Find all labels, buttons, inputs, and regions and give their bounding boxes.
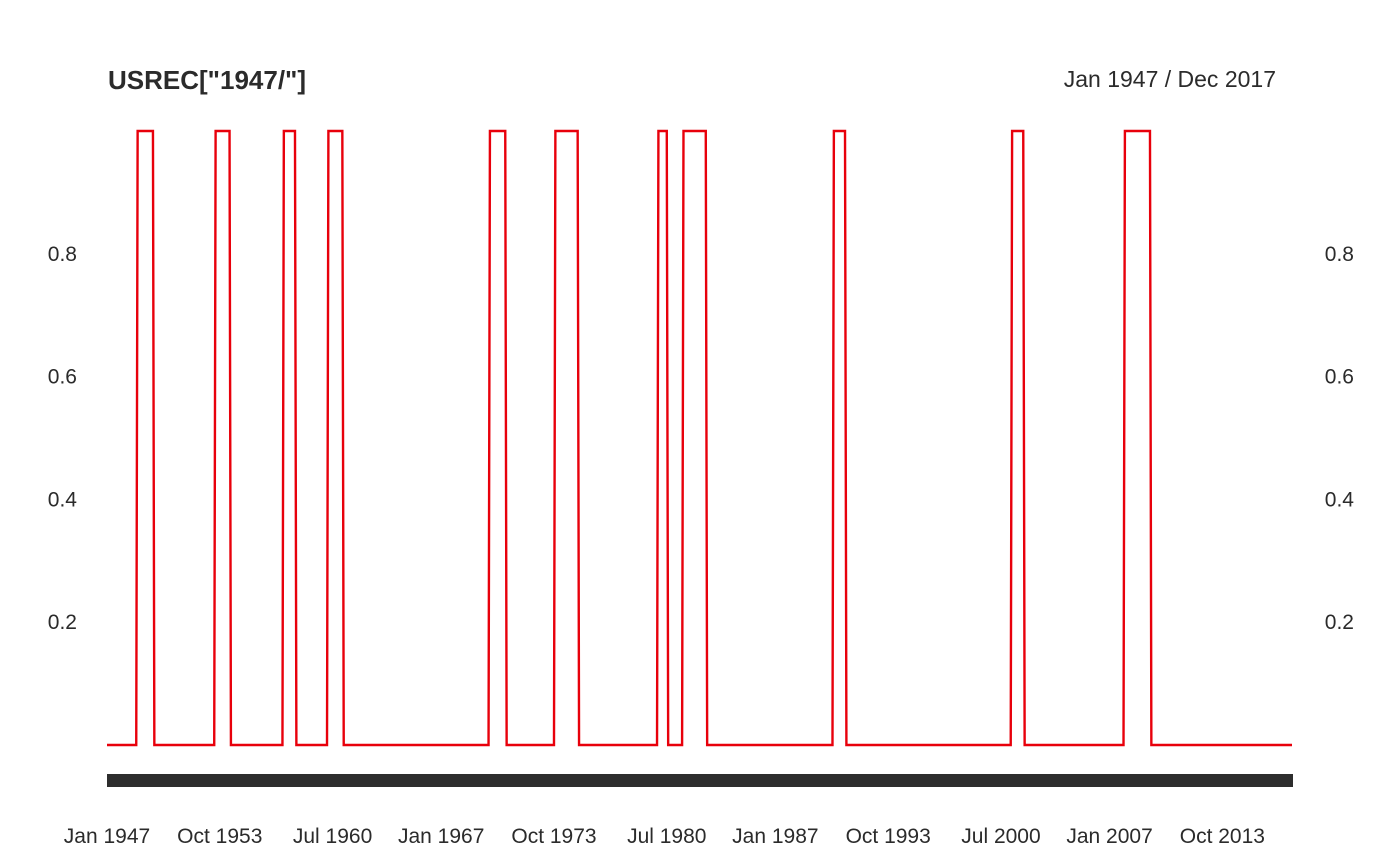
y-axis-right: 0.2 0.4 0.6 0.8 <box>1325 243 1355 634</box>
x-tick-label: Jul 2000 <box>961 825 1040 848</box>
series-layer <box>107 129 1292 747</box>
y-tick-label-left: 0.8 <box>48 243 77 266</box>
y-tick-label-right: 0.6 <box>1325 366 1354 389</box>
y-tick-label-left: 0.2 <box>48 611 77 634</box>
x-tick-label: Oct 1953 <box>177 825 262 848</box>
x-axis-ticks: Jan 1947 Oct 1953 Jul 1960 Jan 1967 Oct 1973… <box>64 825 1265 848</box>
series-line-usrec <box>107 129 1292 747</box>
date-range-label: Jan 1947 / Dec 2017 <box>1064 66 1276 92</box>
x-tick-label: Oct 1973 <box>511 825 596 848</box>
x-axis-bar <box>107 774 1293 787</box>
x-tick-label: Jan 1987 <box>732 825 818 848</box>
x-tick-label: Jan 1967 <box>398 825 484 848</box>
x-tick-label: Jul 1980 <box>627 825 706 848</box>
x-tick-label: Jan 1947 <box>64 825 150 848</box>
x-tick-label: Oct 1993 <box>846 825 931 848</box>
y-tick-label-right: 0.2 <box>1325 611 1354 634</box>
x-tick-label: Oct 2013 <box>1180 825 1265 848</box>
y-axis-left: 0.2 0.4 0.6 0.8 <box>48 243 78 634</box>
y-tick-label-right: 0.8 <box>1325 243 1354 266</box>
chart-title: USREC["1947/"] <box>108 65 306 95</box>
y-tick-label-left: 0.4 <box>48 488 78 511</box>
x-tick-label: Jan 2007 <box>1066 825 1152 848</box>
y-tick-label-right: 0.4 <box>1325 488 1355 511</box>
x-tick-label: Jul 1960 <box>293 825 372 848</box>
y-tick-label-left: 0.6 <box>48 366 77 389</box>
